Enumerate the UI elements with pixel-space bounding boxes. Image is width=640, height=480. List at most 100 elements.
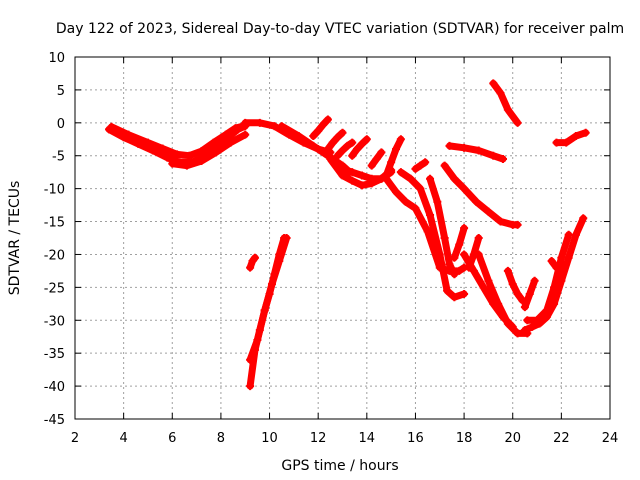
series-trace [504, 267, 526, 304]
data-point-marker [460, 143, 469, 152]
data-point-marker [362, 135, 371, 144]
data-point-marker [416, 184, 425, 193]
data-point-marker [348, 168, 357, 177]
data-point-marker [124, 130, 133, 139]
axis-ticks: 2 4 6 8 10 12 14 16 18 20 22 241050-5-10-15-20-25-3… [44, 51, 619, 446]
y-tick-label: -30 [44, 314, 65, 329]
data-point-marker [450, 253, 459, 262]
data-point-marker [277, 122, 286, 131]
series-trace [553, 129, 590, 147]
data-point-marker [557, 260, 566, 269]
data-point-marker [212, 148, 221, 157]
data-point-marker [499, 312, 507, 321]
x-tick-label: 18 [456, 431, 473, 446]
data-point-marker [484, 276, 493, 285]
series-track-y [503, 266, 527, 305]
data-point-marker [474, 146, 483, 155]
data-point-marker [496, 89, 505, 98]
data-point-marker [552, 263, 561, 272]
data-point-marker [246, 263, 255, 272]
y-tick-label: -10 [44, 183, 65, 198]
x-tick-label: 4 [119, 431, 127, 446]
data-point-marker [479, 283, 488, 292]
data-point-marker [525, 289, 534, 298]
data-point-marker [571, 230, 580, 239]
x-tick-label: 12 [310, 431, 327, 446]
data-point-marker [372, 155, 381, 164]
series-track-o [396, 168, 469, 302]
data-point-marker [550, 283, 559, 292]
data-point-marker [294, 131, 303, 140]
y-tick-label: -35 [44, 347, 65, 362]
series-track-ag [246, 253, 259, 272]
series-track-k [348, 135, 371, 160]
data-point-marker [406, 174, 415, 183]
x-tick-label: 8 [217, 431, 225, 446]
series-trace [441, 162, 522, 229]
data-point-marker [185, 151, 194, 160]
data-point-marker [489, 79, 498, 88]
data-point-marker [443, 286, 452, 295]
data-point-marker [489, 151, 498, 160]
data-point-marker [323, 115, 332, 124]
data-point-marker [387, 158, 396, 167]
x-axis-label: GPS time / hours [281, 458, 398, 474]
y-tick-label: -25 [44, 281, 65, 296]
data-point-marker [221, 130, 230, 139]
data-point-marker [469, 266, 478, 275]
data-point-marker [241, 118, 250, 127]
x-tick-label: 10 [261, 431, 278, 446]
data-point-marker [382, 174, 391, 183]
data-point-marker [416, 161, 425, 170]
data-point-marker [392, 187, 400, 196]
y-tick-label: 0 [57, 117, 65, 132]
series-track-j [333, 138, 357, 160]
data-point-marker [309, 131, 318, 140]
data-point-marker [460, 224, 469, 233]
y-tick-label: -5 [52, 150, 65, 165]
data-point-marker [246, 355, 255, 364]
data-point-marker [226, 138, 235, 147]
data-point-marker [357, 139, 366, 148]
data-point-marker [411, 164, 420, 173]
data-point-marker [314, 126, 323, 135]
y-tick-label: -40 [44, 380, 65, 395]
data-point-marker [579, 214, 588, 223]
data-point-marker [460, 289, 469, 298]
data-point-marker [209, 138, 218, 147]
series-trace [309, 116, 332, 140]
series-track-af [246, 234, 291, 364]
data-point-marker [433, 197, 442, 206]
data-point-marker [474, 234, 483, 242]
data-point-marker [564, 253, 573, 262]
y-tick-label: -15 [44, 216, 65, 231]
data-point-marker [367, 161, 376, 170]
series-track-z [520, 276, 539, 312]
data-point-marker [508, 322, 517, 331]
plot-frame [74, 56, 611, 420]
y-axis-label: SDTVAR / TECUs [7, 181, 23, 296]
series-track-x [489, 79, 522, 127]
data-point-marker [282, 234, 291, 242]
data-series [105, 79, 590, 391]
series-track-c [168, 130, 250, 170]
data-point-marker [450, 270, 459, 279]
data-point-marker [275, 257, 284, 266]
series-trace [489, 79, 522, 127]
series-track-m [367, 148, 386, 170]
series-track-h [309, 115, 332, 140]
data-point-marker [241, 130, 250, 139]
data-point-marker [357, 181, 366, 190]
data-point-marker [231, 124, 240, 133]
data-point-marker [323, 145, 332, 154]
data-point-marker [474, 250, 483, 259]
chart-title: Day 122 of 2023, Sidereal Day-to-day VTE… [56, 21, 624, 37]
data-point-marker [333, 151, 342, 160]
data-point-marker [333, 133, 342, 142]
y-tick-label: 5 [57, 84, 65, 99]
data-point-marker [338, 164, 347, 173]
data-point-marker [528, 322, 537, 331]
data-point-marker [542, 306, 551, 315]
series-trace [446, 142, 507, 163]
data-point-marker [197, 156, 206, 165]
